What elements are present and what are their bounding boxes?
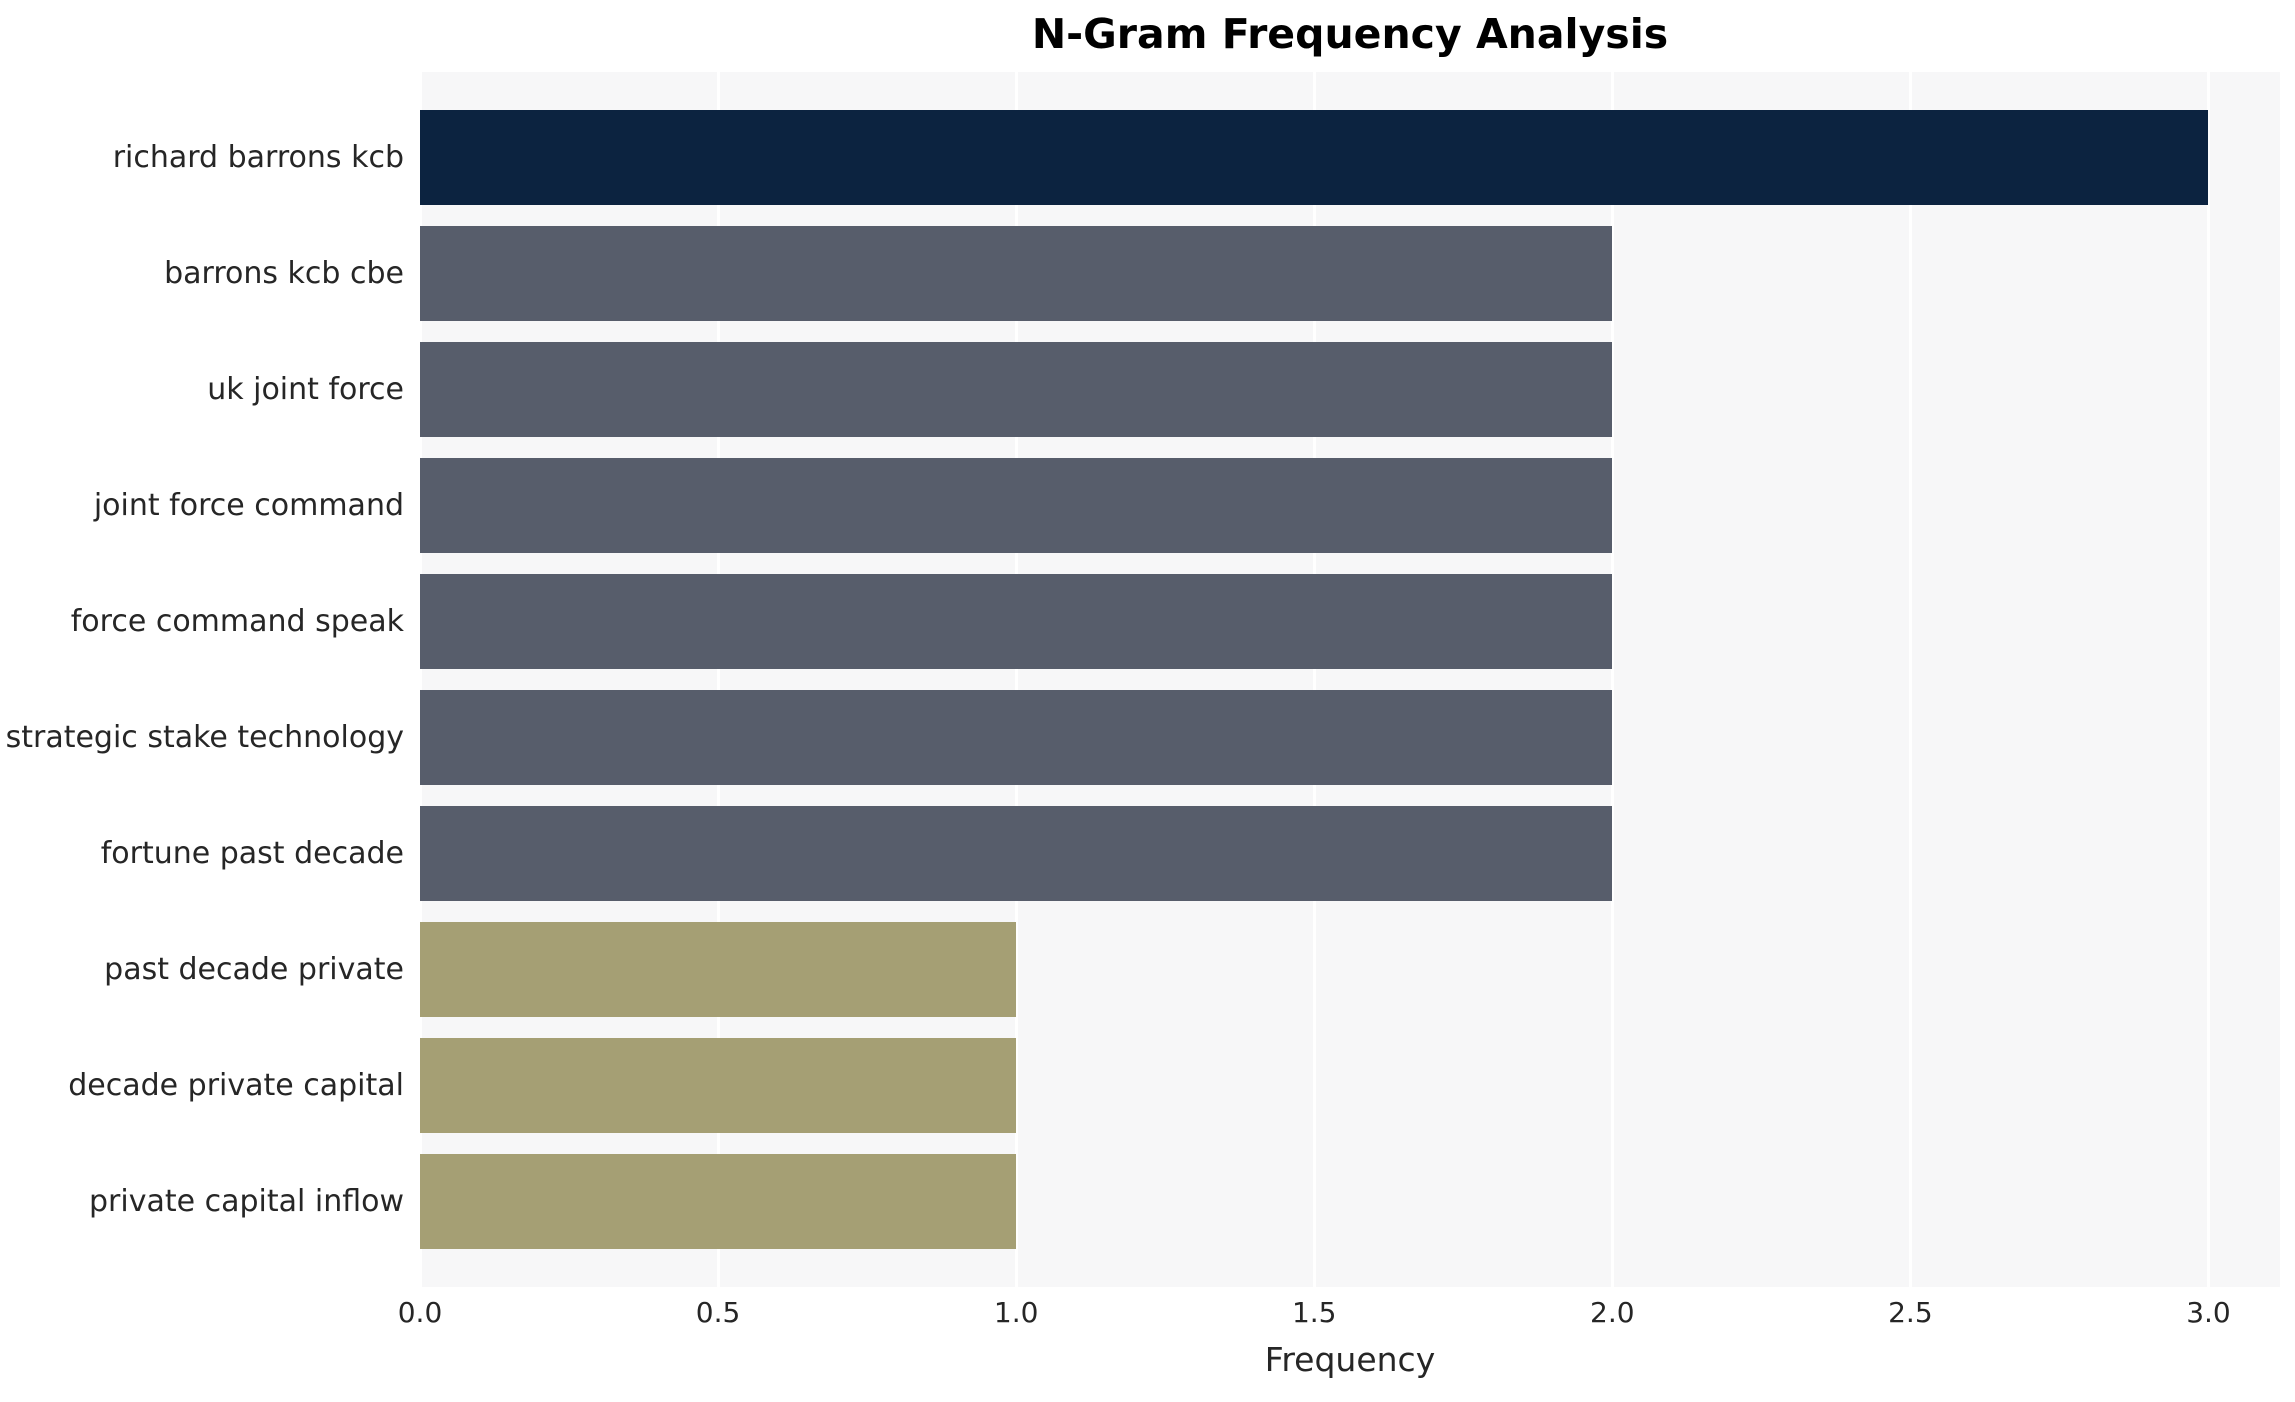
gridline [717,72,721,1287]
y-tick-label: private capital inflow [88,1183,404,1219]
gridline [1909,72,1913,1287]
y-tick-label: past decade private [104,951,404,987]
gridline [1015,72,1019,1287]
bar-row [420,100,2280,216]
x-axis-title: Frequency [1264,1340,1436,1379]
x-tick-label: 2.5 [1888,1296,1933,1329]
y-tick-label: strategic stake technology [5,719,404,755]
bar [420,226,1613,322]
bar-row [420,680,2280,796]
gridline [2207,72,2211,1287]
bar-row [420,332,2280,448]
y-tick-label: uk joint force [207,372,404,408]
y-tick-label: barrons kcb cbe [164,256,404,292]
x-axis-ticks: 0.0 0.5 1.0 1.5 2.0 2.5 3.0 [398,1296,2280,1336]
bars-container [420,72,2280,1287]
chart-title: N-Gram Frequency Analysis [1031,10,1669,58]
x-tick-label: 0.0 [397,1296,443,1329]
y-axis-labels: richard barrons kcb barrons kcb cbe uk joi… [0,72,404,1287]
bar-row [420,564,2280,680]
x-tick-label: 1.5 [1291,1296,1337,1329]
bar [420,1153,1017,1249]
y-tick-label: decade private capital [68,1067,404,1103]
bar [420,458,1613,554]
bar [420,342,1613,438]
bar [420,1037,1017,1133]
bar-row [420,911,2280,1027]
bar-row [420,448,2280,564]
gridline [419,72,422,1287]
plot-area [419,72,2280,1287]
y-tick-label: fortune past decade [100,835,404,871]
bar [420,805,1613,901]
bar-row [420,1027,2280,1143]
x-tick-label: 0.5 [695,1296,741,1329]
bar-row [420,795,2280,911]
bar [420,689,1613,785]
bar [420,574,1613,670]
bar [420,921,1017,1017]
x-tick-label: 2.0 [1590,1296,1635,1329]
bar [420,110,2209,206]
y-tick-label: force command speak [70,604,404,640]
gridline [1611,72,1615,1287]
gridline [1313,72,1317,1287]
y-tick-label: richard barrons kcb [112,140,404,176]
x-tick-label: 1.0 [993,1296,1039,1329]
bar-row [420,216,2280,332]
bar-row [420,1143,2280,1259]
y-tick-label: joint force command [93,488,404,524]
x-tick-label: 3.0 [2186,1296,2231,1329]
